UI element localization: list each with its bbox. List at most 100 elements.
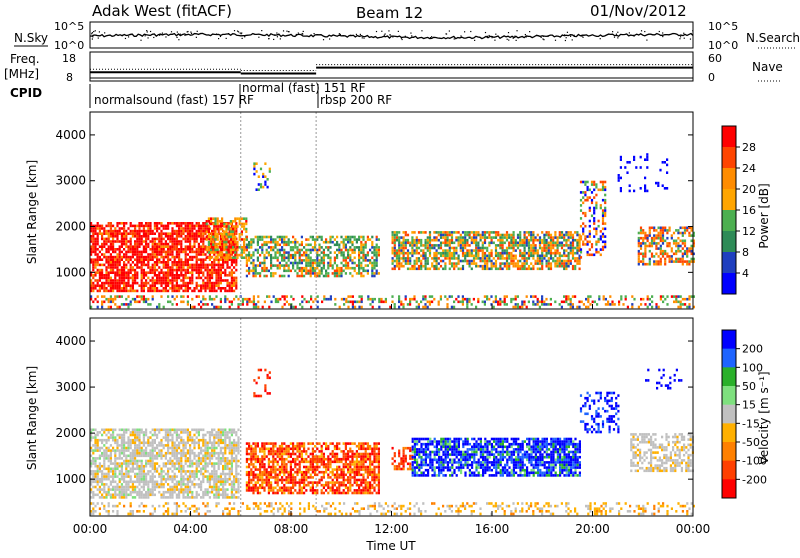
scatter-cell: [264, 175, 266, 178]
scatter-cell: [130, 486, 132, 489]
scatter-cell: [225, 236, 227, 239]
scatter-cell: [127, 290, 129, 293]
scatter-cell: [123, 434, 125, 437]
scatter-cell: [563, 295, 565, 298]
scatter-cell: [462, 298, 464, 301]
scatter-cell: [407, 268, 409, 271]
scatter-cell: [411, 249, 413, 252]
scatter-cell: [425, 247, 427, 250]
scatter-cell: [178, 251, 180, 254]
nsearch-point: [268, 38, 269, 39]
scatter-cell: [145, 442, 147, 445]
scatter-cell: [160, 455, 162, 458]
scatter-cell: [411, 239, 413, 242]
scatter-cell: [217, 254, 219, 257]
scatter-cell: [125, 483, 127, 486]
scatter-cell: [174, 264, 176, 267]
scatter-cell: [471, 268, 473, 271]
scatter-cell: [174, 248, 176, 251]
nsearch-point: [508, 32, 509, 33]
scatter-cell: [568, 231, 570, 234]
scatter-cell: [673, 295, 675, 298]
scatter-cell: [110, 290, 112, 293]
scatter-cell: [196, 284, 198, 287]
scatter-cell: [362, 275, 364, 278]
scatter-cell: [119, 240, 121, 243]
scatter-cell: [495, 265, 497, 268]
scatter-cell: [125, 282, 127, 285]
scatter-cell: [349, 257, 351, 260]
scatter-cell: [149, 256, 151, 259]
scatter-cell: [171, 253, 173, 256]
scatter-cell: [466, 303, 468, 306]
scatter-cell: [171, 240, 173, 243]
scatter-cell: [176, 264, 178, 267]
scatter-cell: [223, 243, 225, 246]
scatter-cell: [114, 455, 116, 458]
scatter-cell: [180, 287, 182, 290]
scatter-cell: [513, 257, 515, 260]
scatter-cell: [180, 274, 182, 277]
scatter-cell: [396, 255, 398, 258]
scatter-cell: [174, 230, 176, 233]
scatter-cell: [530, 231, 532, 234]
scatter-cell: [202, 264, 204, 267]
nsearch-point: [147, 31, 148, 32]
scatter-cell: [625, 298, 627, 301]
scatter-cell: [274, 272, 276, 275]
scatter-cell: [187, 245, 189, 248]
scatter-cell: [646, 158, 648, 161]
scatter-cell: [229, 271, 231, 274]
scatter-cell: [132, 483, 134, 486]
scatter-cell: [119, 444, 121, 447]
scatter-cell: [515, 306, 517, 309]
scatter-cell: [92, 462, 94, 465]
scatter-cell: [502, 239, 504, 242]
scatter-cell: [149, 227, 151, 230]
scatter-cell: [167, 434, 169, 437]
scatter-cell: [160, 279, 162, 282]
scatter-cell: [185, 248, 187, 251]
scatter-cell: [134, 444, 136, 447]
scatter-cell: [593, 217, 595, 220]
scatter-cell: [160, 494, 162, 497]
scatter-cell: [143, 434, 145, 437]
scatter-cell: [301, 272, 303, 275]
nsearch-point: [421, 30, 422, 31]
scatter-cell: [178, 235, 180, 238]
nsearch-point: [474, 40, 475, 41]
scatter-cell: [165, 481, 167, 484]
scatter-cell: [110, 481, 112, 484]
scatter-cell: [473, 231, 475, 234]
scatter-cell: [225, 256, 227, 259]
scatter-cell: [145, 475, 147, 478]
scatter-cell: [660, 260, 662, 263]
scatter-cell: [543, 249, 545, 252]
nsearch-point: [190, 31, 191, 32]
scatter-cell: [427, 306, 429, 309]
scatter-cell: [680, 258, 682, 261]
scatter-cell: [605, 303, 607, 306]
scatter-cell: [568, 234, 570, 237]
scatter-cell: [231, 261, 233, 264]
scatter-cell: [178, 496, 180, 499]
scatter-cell: [145, 279, 147, 282]
scatter-cell: [141, 470, 143, 473]
scatter-cell: [541, 301, 543, 304]
scatter-cell: [671, 255, 673, 258]
scatter-cell: [367, 272, 369, 275]
nsearch-tick-bottom: 10^0: [708, 39, 738, 52]
scatter-cell: [347, 301, 349, 304]
scatter-cell: [517, 268, 519, 271]
scatter-cell: [321, 267, 323, 270]
scatter-cell: [134, 271, 136, 274]
scatter-cell: [112, 470, 114, 473]
scatter-cell: [94, 444, 96, 447]
scatter-cell: [548, 257, 550, 260]
scatter-cell: [338, 251, 340, 254]
scatter-cell: [554, 262, 556, 265]
scatter-cell: [191, 290, 193, 293]
nsearch-point: [449, 30, 450, 31]
scatter-cell: [127, 494, 129, 497]
scatter-cell: [593, 189, 595, 192]
